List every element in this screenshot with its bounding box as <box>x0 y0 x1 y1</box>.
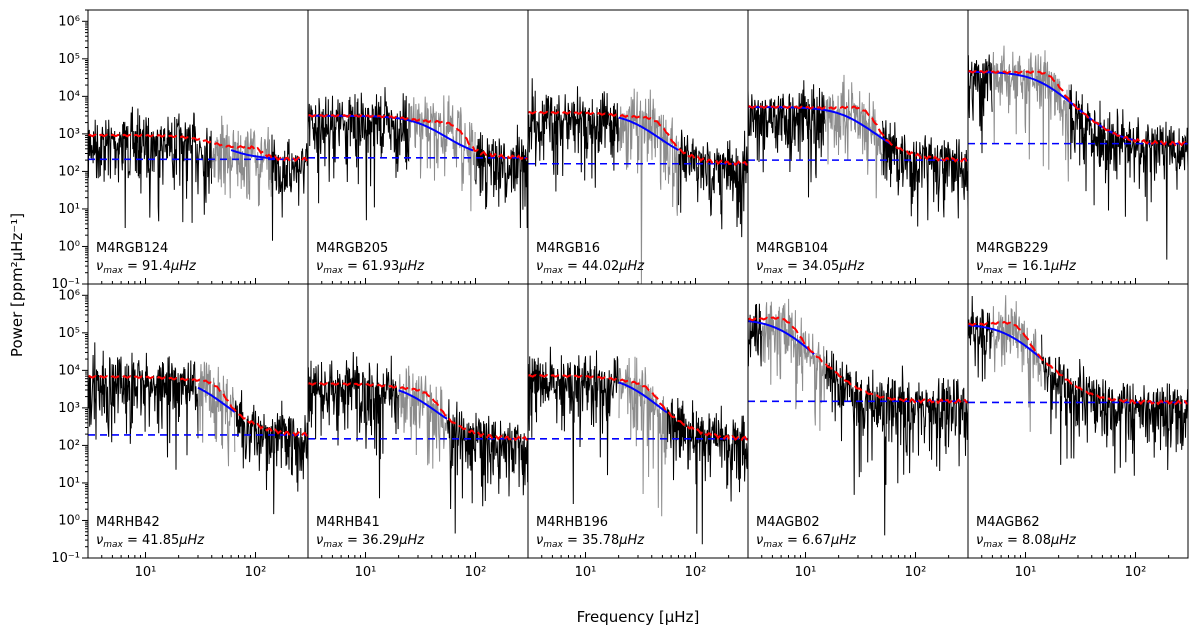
smoothed-spectrum-line <box>748 316 968 405</box>
y-tick-label: 10² <box>58 164 80 179</box>
star-name-label: M4RHB41 <box>316 515 380 530</box>
y-tick-label: 10⁶ <box>58 14 80 29</box>
spectrum-line <box>748 80 968 227</box>
smoothed-spectrum-line <box>748 105 968 163</box>
y-tick-label: 10⁵ <box>58 52 80 67</box>
panel-m4agb62: 10¹ 10² M4AGB62 νmax = 8.08μHz <box>967 283 1189 580</box>
y-tick-label: 10³ <box>58 127 80 142</box>
spectrum-line <box>968 54 1188 260</box>
background-fit-line <box>230 149 275 160</box>
x-axis-label: Frequency [μHz] <box>577 608 700 626</box>
numax-label: νmax = 91.4μHz <box>96 259 197 276</box>
oscillation-region-line <box>197 361 236 467</box>
panel-m4rhb196: 10¹ 10² M4RHB196 νmax = 35.78μHz <box>527 283 749 580</box>
spectrum-line <box>308 351 528 534</box>
numax-label: νmax = 61.93μHz <box>316 259 425 276</box>
numax-label: νmax = 34.05μHz <box>756 259 865 276</box>
x-tick-label: 10² <box>905 565 927 580</box>
background-fit-line <box>197 386 236 413</box>
star-name-label: M4RHB196 <box>536 515 608 530</box>
spectrum-line <box>308 87 528 229</box>
panel-m4rgb16: M4RGB16 νmax = 44.02μHz <box>527 9 749 285</box>
background-fit-line <box>618 116 680 151</box>
star-name-label: M4AGB02 <box>756 515 820 530</box>
oscillation-region-line <box>409 95 476 212</box>
star-name-label: M4RGB124 <box>96 241 168 256</box>
spectrum-line <box>88 342 308 515</box>
x-tick-label: 10¹ <box>135 565 157 580</box>
smoothed-spectrum-line <box>308 382 528 442</box>
y-tick-label: 10¹ <box>58 476 80 491</box>
star-name-label: M4RGB229 <box>976 241 1048 256</box>
smoothed-spectrum-line <box>308 113 528 161</box>
y-tick-label: 10⁰ <box>58 239 80 254</box>
y-tick-label: 10⁻¹ <box>51 551 80 566</box>
smoothed-spectrum-line <box>528 110 748 167</box>
background-fit-line <box>398 389 448 420</box>
panel-m4rgb104: M4RGB104 νmax = 34.05μHz <box>747 9 969 285</box>
smoothed-spectrum-line <box>88 374 308 438</box>
x-tick-label: 10² <box>465 565 487 580</box>
star-name-label: M4RHB42 <box>96 515 160 530</box>
oscillation-region-line <box>824 74 883 199</box>
oscillation-region-line <box>618 356 668 517</box>
numax-label: νmax = 36.29μHz <box>316 533 425 550</box>
numax-label: νmax = 44.02μHz <box>536 259 645 276</box>
y-tick-label: 10⁵ <box>58 326 80 341</box>
panels-grid: 10⁻¹ 10⁰ 10¹ 10² 10³ 10⁴ 10⁵ 10⁶ M4RGB124 νmax = … <box>51 9 1189 580</box>
spectrum-line <box>88 100 308 241</box>
numax-label: νmax = 6.67μHz <box>756 533 857 550</box>
y-tick-label: 10⁻¹ <box>51 277 80 292</box>
x-tick-label: 10² <box>245 565 267 580</box>
oscillation-region-line <box>992 295 1042 432</box>
star-name-label: M4AGB62 <box>976 515 1040 530</box>
panel-m4rgb205: M4RGB205 νmax = 61.93μHz <box>307 9 529 285</box>
y-tick-label: 10⁰ <box>58 513 80 528</box>
x-tick-label: 10² <box>1125 565 1147 580</box>
y-tick-label: 10⁴ <box>58 89 80 104</box>
y-tick-label: 10¹ <box>58 202 80 217</box>
panel-m4rgb124: 10⁻¹ 10⁰ 10¹ 10² 10³ 10⁴ 10⁵ 10⁶ M4RGB124 νmax = … <box>51 9 309 292</box>
background-fit-line <box>618 381 668 414</box>
oscillation-region-line <box>211 115 272 207</box>
panel-m4rhb41: 10¹ 10² M4RHB41 νmax = 36.29μHz <box>307 283 529 580</box>
numax-label: νmax = 16.1μHz <box>976 259 1077 276</box>
y-tick-label: 10⁶ <box>58 288 80 303</box>
y-tick-label: 10⁴ <box>58 363 80 378</box>
oscillation-region-line <box>618 88 679 284</box>
star-name-label: M4RGB104 <box>756 241 828 256</box>
panel-m4agb02: 10¹ 10² M4AGB02 νmax = 6.67μHz <box>747 283 969 580</box>
smoothed-spectrum-line <box>528 373 748 442</box>
x-tick-label: 10¹ <box>575 565 597 580</box>
y-axis-label: Power [ppm²μHz⁻¹] <box>8 213 26 357</box>
star-name-label: M4RGB205 <box>316 241 388 256</box>
spectrum-line <box>528 346 748 545</box>
panel-m4rgb229: M4RGB229 νmax = 16.1μHz <box>967 9 1189 285</box>
y-tick-label: 10² <box>58 438 80 453</box>
numax-label: νmax = 8.08μHz <box>976 533 1077 550</box>
smoothed-spectrum-line <box>88 133 308 163</box>
x-tick-label: 10¹ <box>795 565 817 580</box>
x-tick-label: 10¹ <box>355 565 377 580</box>
x-tick-label: 10² <box>685 565 707 580</box>
smoothed-spectrum-line <box>968 69 1188 147</box>
star-name-label: M4RGB16 <box>536 241 600 256</box>
smoothed-spectrum-line <box>968 320 1188 406</box>
oscillation-region-line <box>992 45 1070 182</box>
oscillation-region-line <box>761 298 826 431</box>
numax-label: νmax = 41.85μHz <box>96 533 205 550</box>
oscillation-region-line <box>398 365 448 469</box>
numax-label: νmax = 35.78μHz <box>536 533 645 550</box>
x-tick-label: 10¹ <box>1015 565 1037 580</box>
panel-m4rhb42: 10⁻¹ 10⁰ 10¹ 10² 10³ 10⁴ 10⁵ 10⁶ 10¹ 10² M4RHB42 νm… <box>51 283 309 580</box>
y-tick-label: 10³ <box>58 401 80 416</box>
background-fit-line <box>968 324 1043 360</box>
background-fit-line <box>748 320 815 355</box>
